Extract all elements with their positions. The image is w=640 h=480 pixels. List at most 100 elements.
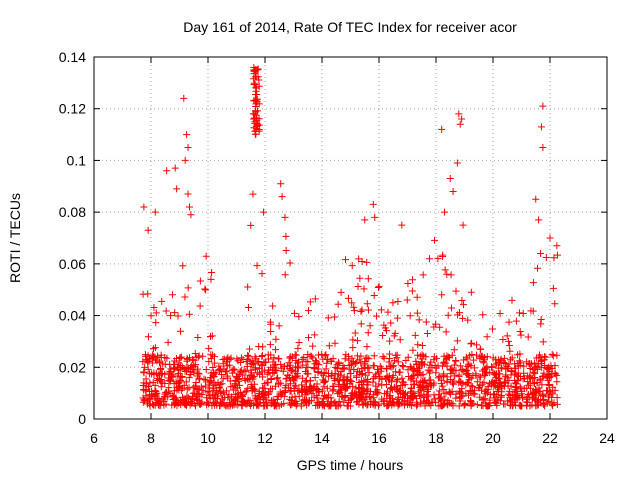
data-point — [150, 352, 158, 360]
data-point — [526, 373, 534, 381]
data-point — [224, 374, 232, 382]
data-point — [328, 370, 336, 378]
data-point — [537, 123, 545, 131]
data-point — [202, 366, 210, 374]
data-point — [348, 378, 356, 386]
data-point — [442, 355, 450, 363]
data-point — [250, 110, 258, 118]
data-point — [540, 372, 548, 380]
data-point — [249, 384, 257, 392]
data-point — [250, 66, 258, 74]
data-point — [348, 299, 356, 307]
data-point — [237, 354, 245, 362]
data-point — [323, 400, 331, 408]
data-point — [335, 397, 343, 405]
data-point — [472, 370, 480, 378]
y-axis-label: ROTI / TECUs — [7, 193, 23, 283]
data-point — [247, 369, 255, 377]
data-point — [408, 401, 416, 409]
data-point — [508, 296, 516, 304]
data-point — [394, 376, 402, 384]
data-point — [436, 372, 444, 380]
data-point — [526, 361, 534, 369]
data-point — [426, 367, 434, 375]
data-point — [150, 304, 158, 312]
data-point — [343, 402, 351, 410]
data-point — [379, 332, 387, 340]
data-point — [327, 357, 335, 365]
data-point — [422, 353, 430, 361]
data-point — [391, 329, 399, 337]
data-point — [217, 388, 225, 396]
data-point — [335, 359, 343, 367]
data-point — [182, 401, 190, 409]
data-point — [183, 357, 191, 365]
data-point — [545, 397, 553, 405]
data-point — [183, 131, 191, 139]
data-point — [353, 337, 361, 345]
data-point — [426, 382, 434, 390]
data-point — [152, 319, 160, 327]
data-point — [275, 322, 283, 330]
data-point — [511, 371, 519, 379]
data-point — [299, 385, 307, 393]
data-point — [408, 393, 416, 401]
data-point — [190, 363, 198, 371]
data-point — [156, 371, 164, 379]
data-point — [483, 353, 491, 361]
data-point — [349, 383, 357, 391]
data-point — [297, 400, 305, 408]
data-point — [455, 372, 463, 380]
data-point — [386, 354, 394, 362]
data-point — [539, 338, 547, 346]
data-point — [311, 331, 319, 339]
data-point — [142, 375, 150, 383]
data-point — [218, 395, 226, 403]
data-point — [419, 397, 427, 405]
data-point — [167, 312, 175, 320]
data-point — [505, 318, 513, 326]
data-point — [189, 395, 197, 403]
data-point — [244, 283, 252, 291]
data-point — [209, 398, 217, 406]
data-point — [299, 361, 307, 369]
data-point — [201, 285, 209, 293]
data-point — [152, 309, 160, 317]
data-point — [460, 401, 468, 409]
data-point — [463, 355, 471, 363]
data-point — [551, 300, 559, 308]
data-point — [207, 275, 215, 283]
data-point — [539, 102, 547, 110]
data-point — [466, 387, 474, 395]
y-tick-labels: 0 0.02 0.04 0.06 0.08 0.1 0.12 0.14 — [59, 49, 86, 427]
data-point — [544, 387, 552, 395]
data-point — [492, 356, 500, 364]
data-point — [309, 342, 317, 350]
data-point — [250, 124, 258, 132]
data-point — [417, 392, 425, 400]
data-point — [462, 353, 470, 361]
data-point — [353, 358, 361, 366]
data-point — [448, 351, 456, 359]
x-tick-label: 16 — [371, 430, 387, 446]
axis-ticks — [93, 56, 608, 420]
data-point — [357, 371, 365, 379]
data-point — [244, 351, 252, 359]
data-point — [315, 388, 323, 396]
data-point — [386, 337, 394, 345]
data-point — [378, 375, 386, 383]
data-point — [390, 357, 398, 365]
y-tick-label: 0.04 — [59, 308, 86, 324]
data-point — [141, 363, 149, 371]
data-point — [529, 307, 537, 315]
data-point — [546, 234, 554, 242]
data-point — [358, 369, 366, 377]
data-point — [209, 351, 217, 359]
data-point — [536, 376, 544, 384]
data-point — [469, 383, 477, 391]
data-point — [255, 388, 263, 396]
data-point — [301, 378, 309, 386]
data-point — [252, 84, 260, 92]
data-point — [242, 358, 250, 366]
x-tick-labels: 6 8 10 12 14 16 18 20 22 24 — [90, 430, 615, 446]
